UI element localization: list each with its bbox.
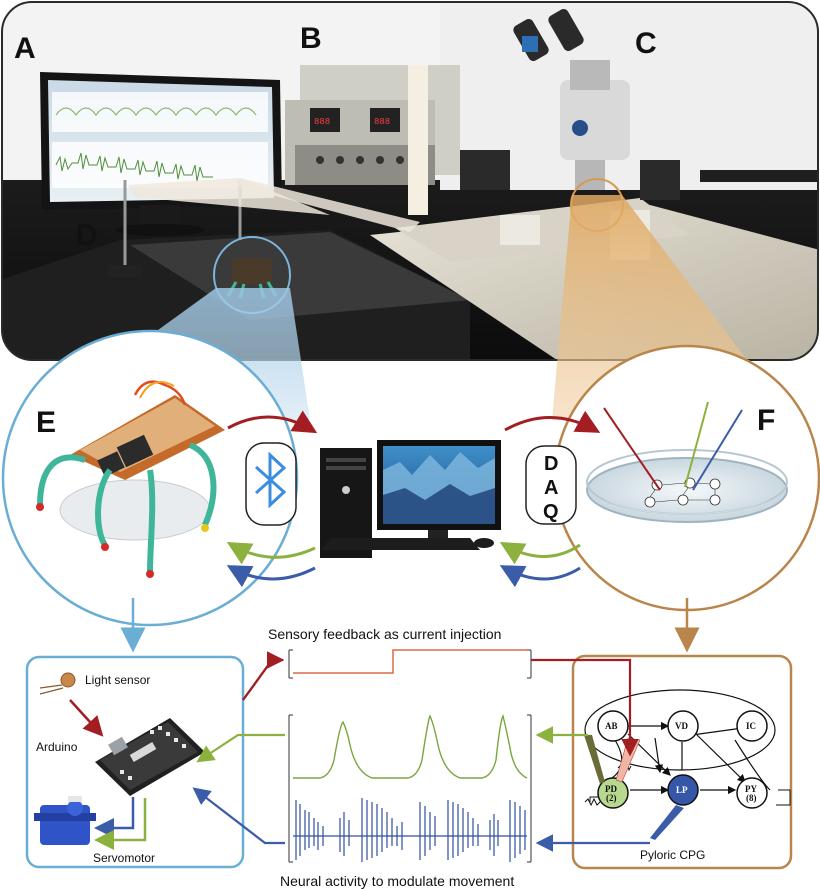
sensory-feedback-caption: Sensory feedback as current injection bbox=[268, 626, 501, 642]
svg-text:888: 888 bbox=[374, 117, 390, 127]
cpg-title: Pyloric CPG bbox=[640, 848, 705, 862]
arrow-prep-to-pc-blue bbox=[499, 565, 581, 588]
arrow-pc-to-prep bbox=[504, 410, 601, 433]
cpg-node-vd bbox=[667, 710, 699, 742]
cpg-node-ic bbox=[736, 710, 768, 742]
arrow-trace-to-arduino-green bbox=[196, 733, 285, 763]
cpg-node-ab bbox=[597, 710, 629, 742]
electrode-blue-wedge bbox=[650, 805, 684, 840]
green-membrane-trace bbox=[293, 713, 528, 779]
panel-label-f: F bbox=[757, 404, 775, 437]
lab-microscope bbox=[513, 9, 630, 190]
servomotor-icon bbox=[34, 796, 96, 845]
lab-photo: 888 888 bbox=[2, 2, 818, 360]
electrode-green-wedge bbox=[584, 735, 605, 784]
cpg-node-pd-label: PD bbox=[605, 784, 617, 794]
current-injection-trace bbox=[288, 649, 532, 679]
blue-spike-trace bbox=[293, 798, 527, 862]
lab-amplifier-rack: 888 888 bbox=[285, 65, 460, 215]
robot-illustration bbox=[36, 380, 225, 578]
light-sensor-icon bbox=[39, 672, 76, 695]
cpg-node-vd-label: VD bbox=[675, 721, 688, 731]
petri-dish-icon bbox=[586, 401, 788, 523]
daq-letter-a: A bbox=[544, 477, 558, 499]
daq-letter-q: Q bbox=[543, 501, 559, 523]
light-sensor-label: Light sensor bbox=[85, 673, 150, 687]
neural-activity-trace bbox=[288, 713, 532, 863]
cpg-node-py-label: PY bbox=[745, 784, 757, 794]
cpg-node-py bbox=[736, 777, 768, 809]
arrow-robot-to-pc bbox=[227, 410, 318, 434]
arrow-sensor-to-trace bbox=[242, 651, 285, 701]
arrow-trace-to-arduino-blue bbox=[192, 787, 285, 845]
arduino-board-icon bbox=[95, 718, 205, 796]
arduino-to-servo-green bbox=[94, 798, 147, 850]
arrow-pc-to-robot-green bbox=[226, 542, 316, 565]
daq-letter-d: D bbox=[544, 453, 558, 475]
arrow-pc-to-robot-blue bbox=[226, 565, 316, 588]
cpg-node-ic-label: IC bbox=[746, 721, 756, 731]
panel-label-a: A bbox=[14, 32, 36, 65]
daq-box: D A Q bbox=[525, 445, 577, 525]
arduino-to-servo-blue bbox=[94, 797, 135, 838]
lab-photo-frame bbox=[1, 1, 819, 361]
desktop-computer-icon bbox=[320, 440, 501, 558]
bluetooth-box bbox=[245, 442, 297, 526]
panel-label-e: E bbox=[36, 406, 56, 439]
cpg-network: AB VD IC PD (2) LP PY (8) bbox=[584, 689, 791, 840]
arrow-sensor-to-arduino bbox=[69, 699, 104, 737]
cpg-node-ab-label: AB bbox=[605, 721, 618, 731]
svg-text:888: 888 bbox=[314, 117, 330, 127]
bluetooth-icon bbox=[255, 451, 287, 509]
cpg-node-pd-count: (2) bbox=[606, 793, 617, 803]
cpg-node-pd bbox=[597, 777, 629, 809]
cpg-node-lp bbox=[667, 774, 699, 806]
neural-activity-caption: Neural activity to modulate movement bbox=[280, 873, 514, 889]
arrow-prep-to-pc-green bbox=[499, 542, 581, 565]
panel-label-c: C bbox=[635, 27, 657, 60]
panel-label-b: B bbox=[300, 22, 322, 55]
lab-monitor bbox=[40, 72, 282, 236]
panel-label-d: D bbox=[76, 219, 98, 252]
cpg-node-py-count: (8) bbox=[746, 793, 757, 803]
cpg-node-lp-label: LP bbox=[676, 785, 688, 795]
lab-stand bbox=[108, 178, 420, 277]
servomotor-label: Servomotor bbox=[93, 851, 155, 865]
arduino-label: Arduino bbox=[36, 740, 78, 754]
